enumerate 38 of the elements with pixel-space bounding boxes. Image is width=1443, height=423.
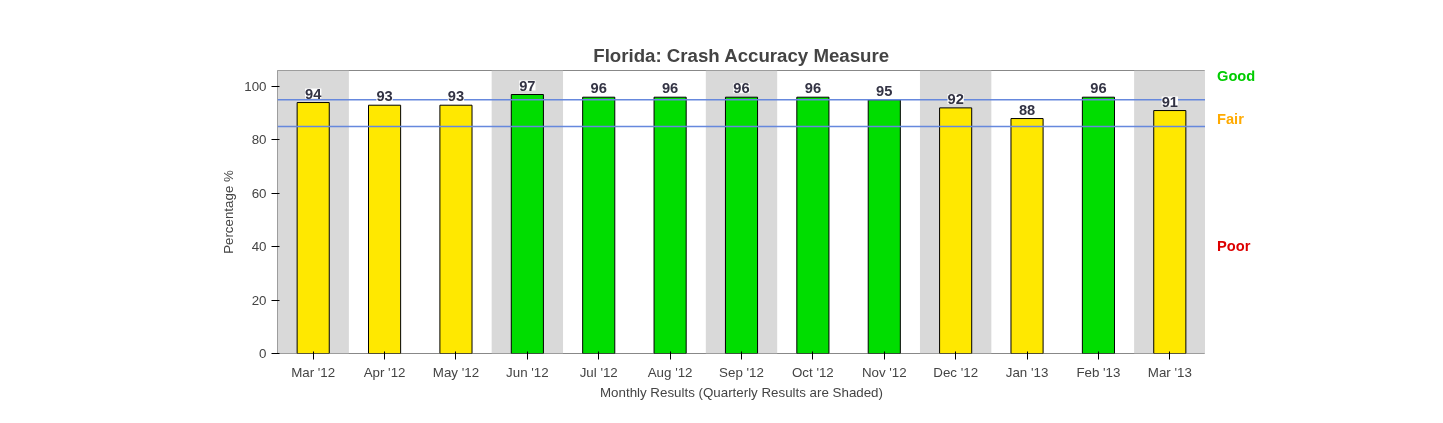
x-tick-label: Jun '12 <box>506 364 549 380</box>
x-tick-label: Dec '12 <box>933 364 979 380</box>
data-label: 88 <box>1018 101 1036 118</box>
data-label: 97 <box>519 77 536 94</box>
data-label: 96 <box>804 80 822 97</box>
data-label: 96 <box>661 80 679 97</box>
y-tick-label: 60 <box>251 185 267 201</box>
data-label: 92 <box>947 90 964 107</box>
text: Poor <box>1217 237 1251 254</box>
x-tick-label: May '12 <box>432 364 480 380</box>
y-tick-label: 20 <box>251 292 267 308</box>
x-tick-label: Apr '12 <box>363 364 406 380</box>
x-tick-label: Nov '12 <box>861 364 907 380</box>
x-tick-label: Jul '12 <box>579 364 618 380</box>
data-label: 94 <box>305 85 323 102</box>
y-tick-label: 80 <box>251 132 267 148</box>
x-tick-label: Mar '12 <box>291 364 336 380</box>
data-label: 96 <box>1090 80 1107 97</box>
x-axis-title: Monthly Results (Quarterly Results are Shaded) <box>600 384 883 400</box>
y-tick-label: 0 <box>259 346 267 361</box>
data-label: 95 <box>876 82 893 99</box>
x-tick-label: Oct '12 <box>791 364 834 380</box>
chart-title: Florida: Crash Accuracy Measure <box>593 44 890 66</box>
text: Good <box>1217 68 1256 85</box>
x-tick-label: Mar '13 <box>1147 364 1192 380</box>
data-label: 93 <box>447 88 465 105</box>
x-tick-label: Aug '12 <box>647 364 693 380</box>
x-tick-label: Jan '13 <box>1005 364 1049 380</box>
y-axis-title: Percentage % <box>221 169 237 254</box>
x-tick-label: Feb '13 <box>1076 364 1121 380</box>
x-tick-label: Sep '12 <box>719 364 764 380</box>
y-tick-label: 40 <box>251 239 267 255</box>
data-label: 96 <box>590 80 607 97</box>
data-label: 96 <box>733 80 750 97</box>
text: Fair <box>1217 110 1245 127</box>
data-label: 91 <box>1161 93 1178 110</box>
data-label: 93 <box>376 88 393 105</box>
y-tick-label: 100 <box>244 79 267 95</box>
